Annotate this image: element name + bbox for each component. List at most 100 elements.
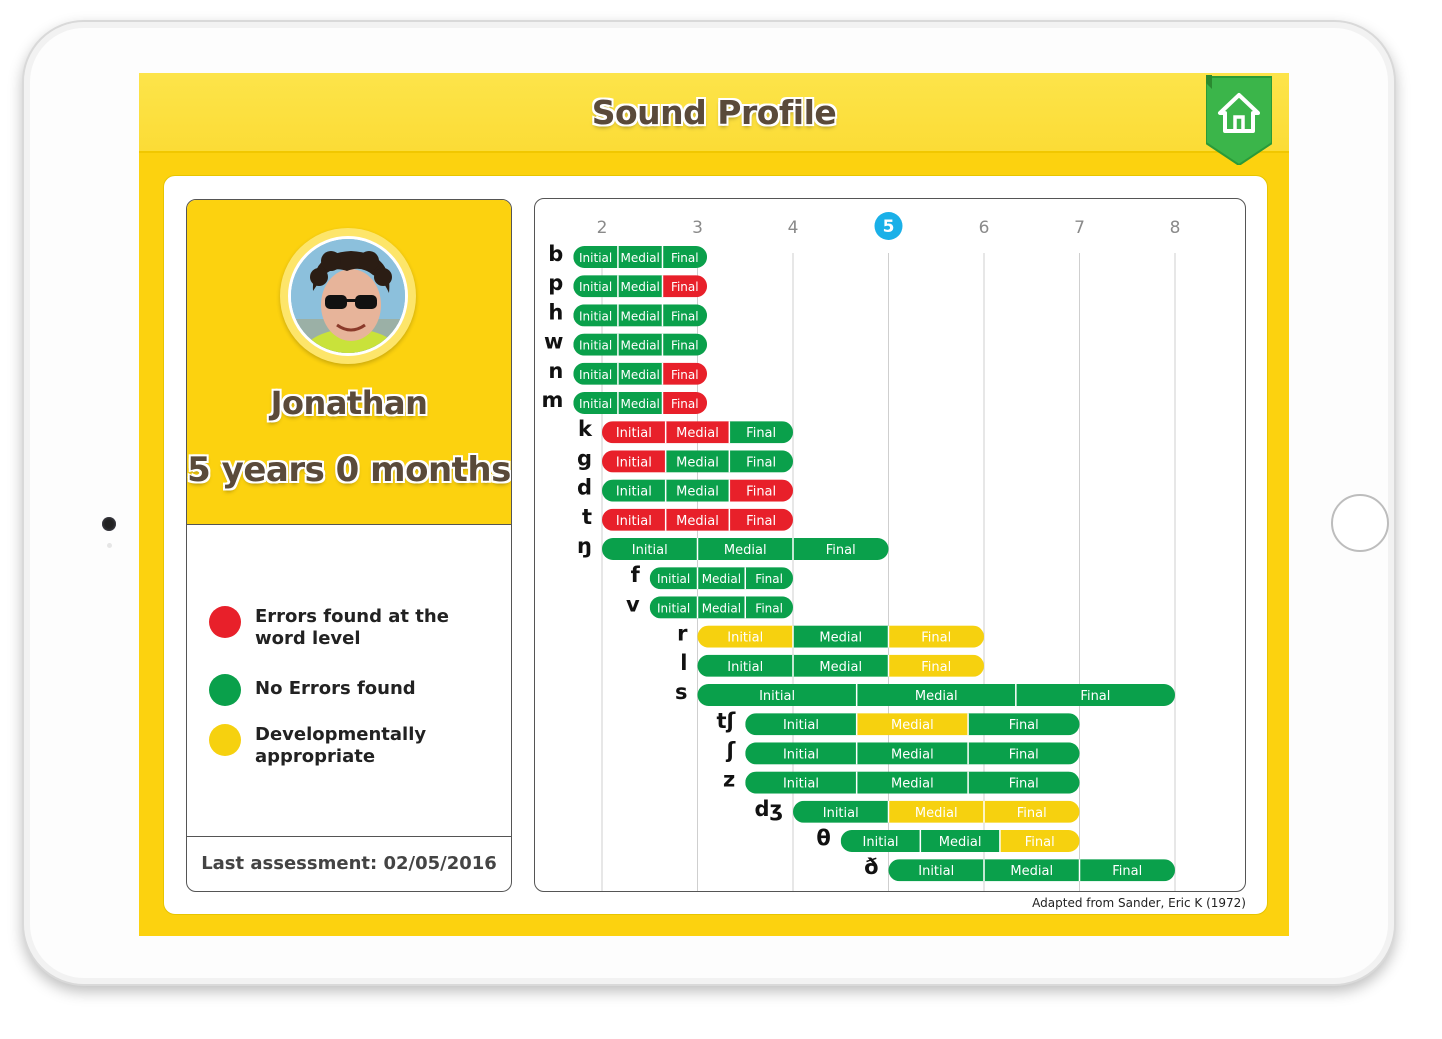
sound-label: ŋ <box>577 534 592 558</box>
sound-bar[interactable]: Initial Medial Final <box>649 596 793 619</box>
segment-label: Initial <box>823 806 859 821</box>
bar-segment-medial <box>665 421 730 444</box>
segment-label: Medial <box>819 660 862 675</box>
segment-label: Initial <box>783 747 819 762</box>
sound-bar[interactable]: Initial Medial Final <box>602 508 793 531</box>
bar-segment-final <box>662 304 708 327</box>
bar-segment-final <box>662 275 708 298</box>
segment-label: Medial <box>724 543 767 558</box>
profile-panel: Jonathan 5 years 0 months Errors found a… <box>186 199 512 892</box>
sound-label: t <box>582 505 592 529</box>
sound-bar[interactable]: Initial Medial Final <box>602 421 793 444</box>
sound-bar[interactable]: Initial Medial Final <box>697 684 1176 706</box>
sound-bar[interactable]: Initial Medial Final <box>573 392 708 414</box>
bar-segment-initial <box>602 538 698 560</box>
sound-chart-panel: 2 3 4 5 6 7 8 b Initial Medial Final p Initial Medial… <box>534 198 1246 892</box>
legend-errors-label: Errors found at the word level <box>255 606 449 649</box>
sound-label: ʃ <box>726 738 737 762</box>
segment-label: Medial <box>676 426 719 441</box>
sound-bar[interactable]: Initial Medial Final <box>697 654 985 677</box>
bar-segment-final <box>662 362 708 385</box>
segment-label: Initial <box>579 251 612 265</box>
segment-label: Medial <box>891 718 934 733</box>
segment-label: Medial <box>702 601 741 615</box>
bar-segment-initial <box>602 508 666 531</box>
bar-segment-initial <box>697 684 857 706</box>
bar-segment-medial <box>665 450 730 473</box>
sound-bar[interactable]: Initial Medial Final <box>573 275 708 298</box>
source-credit: Adapted from Sander, Eric K (1972) <box>1032 896 1246 910</box>
segment-label: Final <box>921 631 951 646</box>
sound-label: n <box>548 359 563 383</box>
bar-segment-initial <box>840 830 921 852</box>
segment-label: Final <box>746 426 776 441</box>
sound-bar[interactable]: Initial Medial Final <box>573 362 708 385</box>
sound-label: ð <box>864 855 878 879</box>
device-home-button[interactable] <box>1331 494 1389 552</box>
bar-segment-medial <box>793 625 889 648</box>
sound-bar[interactable]: Initial Medial Final <box>840 830 1080 852</box>
sound-bar[interactable]: Initial Medial Final <box>745 742 1080 765</box>
bar-segment-initial <box>573 392 618 414</box>
home-icon[interactable] <box>1206 75 1272 165</box>
content-card: Jonathan 5 years 0 months Errors found a… <box>163 175 1268 915</box>
sound-bar[interactable]: Initial Medial Final <box>573 304 708 327</box>
sound-label: w <box>544 330 563 354</box>
sound-bar[interactable]: Initial Medial Final <box>573 246 708 268</box>
bar-segment-initial <box>573 304 618 327</box>
segment-label: Medial <box>676 455 719 470</box>
bar-segment-medial <box>697 567 746 590</box>
bar-segment-final <box>968 742 1080 765</box>
segment-label: Initial <box>616 485 652 500</box>
sound-label: v <box>626 592 640 616</box>
sound-bar[interactable]: Initial Medial Final <box>649 567 793 590</box>
segment-label: Medial <box>939 835 982 850</box>
segment-label: Final <box>1009 718 1039 733</box>
bar-segment-final <box>729 479 793 502</box>
sound-bar[interactable]: Initial Medial Final <box>697 625 985 648</box>
sound-label: m <box>541 388 563 412</box>
age-tick-label: 2 <box>597 218 608 238</box>
bar-segment-medial <box>984 859 1080 882</box>
segment-label: Medial <box>891 747 934 762</box>
sound-bar[interactable]: Initial Medial Final <box>602 450 793 473</box>
bar-segment-medial <box>665 508 730 531</box>
bar-segment-initial <box>745 713 857 736</box>
bar-segment-initial <box>793 800 889 823</box>
sound-label: d <box>577 476 592 500</box>
bar-segment-initial <box>573 246 618 268</box>
sound-bar[interactable]: Initial Medial Final <box>602 538 889 560</box>
legend-developmental: Developmentally appropriate <box>209 724 465 768</box>
age-tick-label: 5 <box>883 217 895 237</box>
segment-label: Final <box>1009 747 1039 762</box>
bar-segment-final <box>729 450 793 473</box>
current-age-marker <box>874 212 903 240</box>
bar-segment-final <box>984 800 1080 823</box>
bar-segment-medial <box>793 654 889 677</box>
last-assessment: Last assessment: 02/05/2016 <box>187 836 511 891</box>
segment-label: Initial <box>616 426 652 441</box>
bar-segment-final <box>1079 859 1175 882</box>
segment-label: Medial <box>621 251 660 265</box>
age-tick-label: 8 <box>1170 218 1181 238</box>
segment-label: Initial <box>863 835 899 850</box>
bar-segment-medial <box>856 713 969 736</box>
sound-bar[interactable]: Initial Medial Final <box>745 771 1080 794</box>
age-tick-label: 6 <box>979 218 990 238</box>
bar-segment-final <box>888 654 984 677</box>
sound-bar[interactable]: Initial Medial Final <box>573 333 708 356</box>
sound-bar[interactable]: Initial Medial Final <box>745 713 1080 736</box>
sound-bar[interactable]: Initial Medial Final <box>888 859 1176 882</box>
segment-label: Initial <box>783 777 819 792</box>
legend-no-errors-label: No Errors found <box>255 678 416 699</box>
sound-bar[interactable]: Initial Medial Final <box>793 800 1080 823</box>
sound-label: l <box>680 651 687 675</box>
sound-label: p <box>548 271 563 295</box>
sound-bar[interactable]: Initial Medial Final <box>602 479 793 502</box>
segment-label: Medial <box>915 689 958 704</box>
app-screen: Sound Profile <box>139 73 1289 936</box>
segment-label: Medial <box>891 777 934 792</box>
bar-segment-final <box>729 508 793 531</box>
segment-label: Final <box>671 251 699 265</box>
title-bar: Sound Profile <box>139 73 1289 153</box>
